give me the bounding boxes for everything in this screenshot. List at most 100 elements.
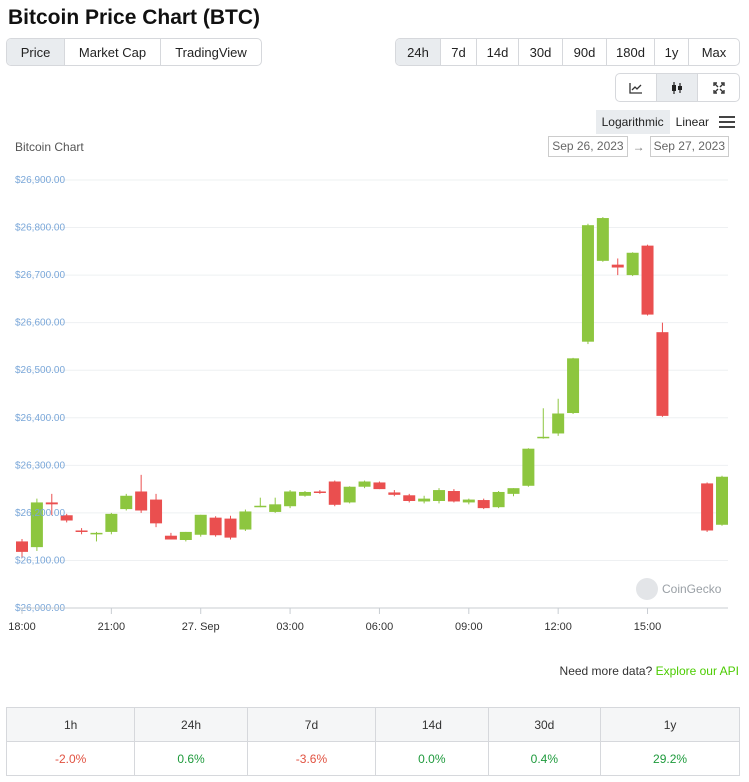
candle-body: [462, 499, 475, 503]
perf-value: -3.6%: [246, 741, 377, 776]
candle-down[interactable]: [75, 528, 88, 535]
candle-down[interactable]: [16, 539, 28, 559]
perf-value: 0.4%: [487, 741, 602, 776]
fullscreen-icon: [712, 81, 725, 94]
candle-down[interactable]: [447, 489, 460, 503]
candle-body: [209, 517, 222, 536]
candle-up[interactable]: [105, 512, 118, 535]
date-to-input[interactable]: Sep 27, 2023: [649, 136, 729, 157]
y-tick-label: $26,200.00: [15, 508, 65, 519]
candle-up[interactable]: [343, 486, 356, 504]
candle-down[interactable]: [373, 481, 386, 490]
range-1y-button[interactable]: 1y: [655, 39, 689, 65]
linear-button[interactable]: Linear: [675, 115, 709, 129]
price-chart[interactable]: $26,000.00$26,100.00$26,200.00$26,300.00…: [0, 160, 749, 640]
candle-up[interactable]: [567, 357, 580, 414]
line-chart-button[interactable]: [616, 74, 657, 101]
candle-up[interactable]: [716, 475, 728, 526]
candle-down[interactable]: [477, 498, 490, 510]
candle-down[interactable]: [313, 490, 326, 494]
range-90d-button[interactable]: 90d: [563, 39, 607, 65]
watermark-text: CoinGecko: [662, 582, 722, 596]
candle-down[interactable]: [641, 244, 654, 316]
candle-up[interactable]: [418, 495, 431, 504]
candle-up[interactable]: [507, 488, 520, 497]
candle-body: [164, 535, 177, 540]
candle-up[interactable]: [284, 490, 297, 509]
candle-body: [611, 264, 624, 268]
range-max-button[interactable]: Max: [701, 44, 727, 60]
candle-down[interactable]: [135, 474, 148, 513]
candle-up[interactable]: [269, 497, 282, 513]
candle-body: [120, 495, 133, 510]
candle-down[interactable]: [224, 515, 237, 540]
candle-up[interactable]: [462, 498, 475, 505]
y-tick-label: $26,100.00: [15, 555, 65, 566]
range-14d-button[interactable]: 14d: [477, 39, 519, 65]
candle-up[interactable]: [239, 509, 252, 531]
range-7d-button[interactable]: 7d: [441, 39, 477, 65]
candle-body: [656, 332, 669, 416]
candle-down[interactable]: [209, 516, 222, 537]
candle-body: [150, 499, 163, 524]
date-range: Sep 26, 2023 → Sep 27, 2023: [548, 136, 729, 157]
candle-down[interactable]: [388, 490, 401, 497]
candle-up[interactable]: [537, 408, 550, 439]
candle-up[interactable]: [90, 531, 103, 542]
menu-icon[interactable]: [719, 113, 735, 131]
x-tick-label: 18:00: [8, 621, 36, 633]
candle-down[interactable]: [45, 493, 58, 516]
date-from-input[interactable]: Sep 26, 2023: [548, 136, 628, 157]
candle-up[interactable]: [358, 480, 371, 489]
candle-down[interactable]: [701, 482, 714, 532]
perf-header: 24h: [134, 707, 248, 742]
candle-up[interactable]: [194, 514, 207, 537]
candle-down[interactable]: [656, 322, 669, 417]
candle-down[interactable]: [328, 480, 341, 507]
range-180d-button[interactable]: 180d: [607, 39, 655, 65]
x-tick-label: 27. Sep: [182, 621, 220, 633]
y-tick-label: $26,500.00: [15, 365, 65, 376]
candle-up[interactable]: [120, 493, 133, 511]
candle-body: [552, 413, 565, 434]
candle-body: [403, 495, 416, 501]
y-tick-label: $26,400.00: [15, 413, 65, 424]
candle-up[interactable]: [179, 531, 192, 542]
range-24h-button[interactable]: 24h: [396, 39, 441, 65]
candle-body: [477, 500, 490, 509]
candle-up[interactable]: [626, 252, 639, 277]
tab-market-cap[interactable]: Market Cap: [65, 39, 161, 65]
candle-body: [701, 483, 714, 531]
candle-up[interactable]: [433, 488, 446, 504]
candle-up[interactable]: [581, 223, 594, 345]
perf-value: 29.2%: [600, 741, 740, 776]
candle-body: [433, 490, 446, 501]
candlestick-button[interactable]: [657, 74, 698, 101]
perf-header: 7d: [246, 707, 377, 742]
candle-down[interactable]: [611, 258, 624, 276]
perf-value: -2.0%: [5, 741, 136, 776]
candle-down[interactable]: [60, 513, 73, 523]
candle-up[interactable]: [522, 448, 535, 487]
y-tick-label: $26,800.00: [15, 223, 65, 234]
candle-body: [388, 492, 401, 495]
candle-down[interactable]: [150, 493, 163, 528]
candle-up[interactable]: [298, 491, 311, 497]
candle-up[interactable]: [254, 497, 267, 508]
tab-price[interactable]: Price: [7, 39, 65, 65]
candle-body: [45, 502, 58, 505]
candle-body: [492, 491, 505, 508]
explore-api-link[interactable]: Explore our API: [655, 664, 739, 678]
tab-tradingview[interactable]: TradingView: [175, 44, 247, 60]
line-chart-icon: [629, 82, 642, 94]
candle-up[interactable]: [30, 498, 43, 551]
candle-down[interactable]: [403, 493, 416, 503]
logarithmic-button[interactable]: Logarithmic: [595, 110, 670, 134]
candle-up[interactable]: [596, 217, 609, 262]
range-30d-button[interactable]: 30d: [519, 39, 563, 65]
perf-header: 1y: [600, 707, 740, 742]
candle-up[interactable]: [552, 398, 565, 436]
fullscreen-button[interactable]: [698, 74, 739, 101]
candle-up[interactable]: [492, 491, 505, 509]
candle-down[interactable]: [164, 532, 177, 540]
